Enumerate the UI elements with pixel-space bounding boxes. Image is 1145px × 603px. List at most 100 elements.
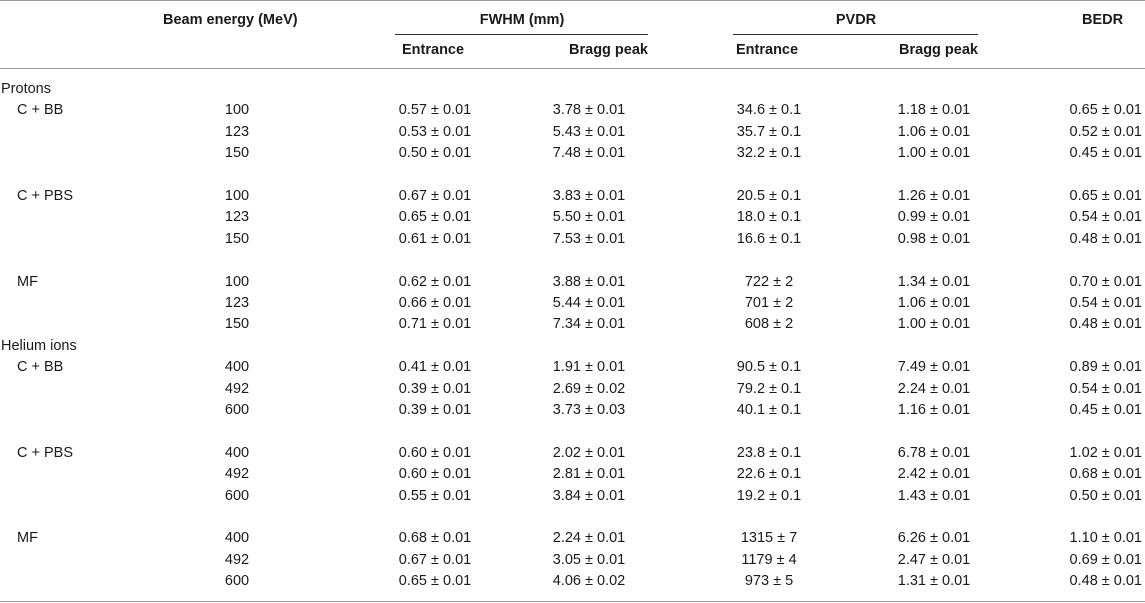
cell-beam-energy: 150 [224,230,250,247]
cell-fwhm-entrance: 0.68 ± 0.01 [398,530,472,547]
group-label: C + PBS [17,188,74,204]
cell-pvdr-entrance: 973 ± 5 [744,573,794,590]
cell-pvdr-entrance: 608 ± 2 [744,316,794,333]
header-fwhm: FWHM (mm) [479,12,565,28]
cell-fwhm-entrance: 0.39 ± 0.01 [398,402,472,418]
cell-bedr: 0.54 ± 0.01 [1069,380,1142,397]
cell-fwhm-bragg-peak: 2.81 ± 0.01 [552,466,626,483]
cell-fwhm-bragg-peak: 4.06 ± 0.02 [552,573,626,590]
cell-beam-energy: 400 [224,530,250,547]
table-top-rule [0,0,1145,1]
cell-pvdr-entrance: 1315 ± 7 [740,530,798,547]
cell-fwhm-entrance: 0.41 ± 0.01 [398,359,472,376]
header-beam-energy: Beam energy (MeV) [163,12,298,28]
group-label: MF [17,530,38,547]
cell-pvdr-bragg-peak: 1.18 ± 0.01 [897,102,971,119]
cell-bedr: 0.45 ± 0.01 [1069,402,1142,418]
cell-pvdr-bragg-peak: 2.47 ± 0.01 [897,551,971,568]
cell-bedr: 0.48 ± 0.01 [1069,230,1142,247]
cell-bedr: 0.70 ± 0.01 [1069,273,1142,290]
cell-pvdr-entrance: 1179 ± 4 [741,551,797,568]
cell-beam-energy: 100 [224,102,250,119]
cell-bedr: 0.50 ± 0.01 [1069,487,1142,504]
cell-bedr: 0.52 ± 0.01 [1069,123,1142,140]
cell-bedr: 0.54 ± 0.01 [1069,295,1142,311]
cell-pvdr-bragg-peak: 1.43 ± 0.01 [897,487,971,504]
cell-fwhm-bragg-peak: 7.34 ± 0.01 [552,316,626,333]
cell-fwhm-bragg-peak: 7.48 ± 0.01 [552,145,626,162]
fwhm-span-rule [395,34,648,35]
cell-beam-energy: 123 [224,123,250,140]
cell-fwhm-entrance: 0.55 ± 0.01 [398,487,472,504]
header-pvdr-entrance: Entrance [736,42,799,58]
cell-bedr: 0.45 ± 0.01 [1069,145,1142,162]
cell-bedr: 1.10 ± 0.01 [1069,530,1142,547]
cell-fwhm-entrance: 0.60 ± 0.01 [398,466,472,483]
cell-bedr: 0.65 ± 0.01 [1069,188,1142,204]
cell-bedr: 0.65 ± 0.01 [1069,102,1142,119]
cell-fwhm-entrance: 0.61 ± 0.01 [398,230,472,247]
cell-fwhm-bragg-peak: 5.50 ± 0.01 [552,209,626,226]
cell-beam-energy: 492 [224,380,250,397]
group-label: C + BB [17,102,64,119]
cell-beam-energy: 600 [224,573,250,590]
cell-fwhm-entrance: 0.65 ± 0.01 [398,209,472,226]
cell-fwhm-entrance: 0.66 ± 0.01 [398,295,472,311]
cell-beam-energy: 400 [224,359,250,376]
header-fwhm-entrance: Entrance [402,42,465,58]
cell-pvdr-entrance: 32.2 ± 0.1 [736,145,802,162]
cell-pvdr-entrance: 16.6 ± 0.1 [736,230,802,247]
section-label: Protons [1,81,51,97]
cell-pvdr-bragg-peak: 6.78 ± 0.01 [897,444,971,461]
cell-bedr: 1.02 ± 0.01 [1069,444,1142,461]
cell-pvdr-bragg-peak: 1.16 ± 0.01 [897,402,971,418]
cell-pvdr-entrance: 18.0 ± 0.1 [736,209,802,226]
cell-pvdr-bragg-peak: 1.06 ± 0.01 [897,295,971,311]
cell-bedr: 0.48 ± 0.01 [1069,316,1142,333]
group-label: C + BB [17,359,64,376]
cell-bedr: 0.89 ± 0.01 [1069,359,1142,376]
cell-fwhm-entrance: 0.60 ± 0.01 [398,444,472,461]
cell-fwhm-bragg-peak: 3.84 ± 0.01 [552,487,626,504]
table-bottom-rule [0,601,1145,602]
cell-beam-energy: 123 [224,295,250,311]
cell-fwhm-entrance: 0.50 ± 0.01 [398,145,472,162]
cell-pvdr-bragg-peak: 1.00 ± 0.01 [897,316,971,333]
cell-beam-energy: 400 [224,444,250,461]
cell-pvdr-bragg-peak: 2.42 ± 0.01 [897,466,971,483]
cell-pvdr-entrance: 79.2 ± 0.1 [736,380,802,397]
cell-fwhm-bragg-peak: 5.43 ± 0.01 [552,123,626,140]
cell-pvdr-bragg-peak: 1.00 ± 0.01 [897,145,971,162]
cell-fwhm-bragg-peak: 2.02 ± 0.01 [552,444,626,461]
cell-bedr: 0.68 ± 0.01 [1069,466,1142,483]
cell-fwhm-bragg-peak: 3.05 ± 0.01 [552,551,626,568]
cell-fwhm-entrance: 0.57 ± 0.01 [398,102,472,119]
cell-pvdr-bragg-peak: 1.31 ± 0.01 [897,573,971,590]
cell-fwhm-entrance: 0.67 ± 0.01 [398,551,472,568]
cell-beam-energy: 150 [224,145,250,162]
cell-pvdr-entrance: 23.8 ± 0.1 [736,444,802,461]
cell-fwhm-entrance: 0.39 ± 0.01 [398,380,472,397]
cell-pvdr-entrance: 722 ± 2 [744,273,794,290]
cell-beam-energy: 600 [224,402,250,418]
cell-fwhm-bragg-peak: 2.69 ± 0.02 [552,380,626,397]
cell-pvdr-bragg-peak: 2.24 ± 0.01 [897,380,971,397]
header-pvdr: PVDR [835,12,877,28]
cell-fwhm-entrance: 0.62 ± 0.01 [398,273,472,290]
cell-pvdr-bragg-peak: 6.26 ± 0.01 [897,530,971,547]
header-bedr: BEDR [1082,12,1124,28]
cell-pvdr-bragg-peak: 7.49 ± 0.01 [897,359,971,376]
cell-fwhm-bragg-peak: 7.53 ± 0.01 [552,230,626,247]
cell-fwhm-entrance: 0.53 ± 0.01 [398,123,472,140]
cell-beam-energy: 492 [224,551,250,568]
cell-fwhm-bragg-peak: 3.73 ± 0.03 [552,402,626,418]
cell-pvdr-entrance: 20.5 ± 0.1 [736,188,802,204]
cell-beam-energy: 100 [224,188,250,204]
header-pvdr-bragg-peak: Bragg peak [899,42,978,58]
cell-bedr: 0.69 ± 0.01 [1069,551,1142,568]
cell-fwhm-bragg-peak: 2.24 ± 0.01 [552,530,626,547]
cell-fwhm-bragg-peak: 3.88 ± 0.01 [552,273,626,290]
cell-beam-energy: 123 [224,209,250,226]
cell-pvdr-bragg-peak: 1.06 ± 0.01 [897,123,971,140]
cell-pvdr-bragg-peak: 0.99 ± 0.01 [897,209,971,226]
